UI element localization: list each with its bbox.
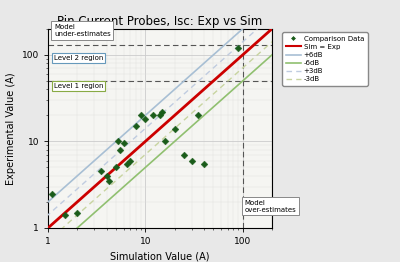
Point [162, 139, 168, 144]
Point [235, 46, 242, 50]
Point [133, 124, 139, 128]
Point [172, 127, 178, 131]
Text: Level 1 region: Level 1 region [54, 83, 104, 89]
Point [74, 211, 80, 215]
Text: Level 2 region: Level 2 region [54, 55, 103, 61]
Text: Model
over-estimates: Model over-estimates [245, 200, 296, 213]
Point [195, 113, 202, 117]
Point [156, 113, 163, 117]
Point [117, 148, 123, 152]
Point [62, 213, 68, 217]
Text: Model
under-estimates: Model under-estimates [54, 24, 111, 37]
Point [106, 179, 112, 183]
Title: Pin Current Probes, Isc: Exp vs Sim: Pin Current Probes, Isc: Exp vs Sim [57, 15, 263, 28]
Point [127, 159, 134, 163]
Point [159, 110, 166, 114]
Point [142, 117, 148, 121]
X-axis label: Simulation Value (A): Simulation Value (A) [110, 252, 210, 261]
Point [113, 165, 119, 170]
Point [181, 153, 187, 157]
Legend: Comparison Data, Sim = Exp, +6dB, -6dB, +3dB, -3dB: Comparison Data, Sim = Exp, +6dB, -6dB, … [282, 32, 368, 86]
Point [49, 192, 55, 196]
Point [138, 113, 144, 117]
Point [104, 174, 110, 178]
Point [150, 113, 156, 117]
Point [188, 159, 195, 163]
Point [98, 169, 104, 173]
Point [124, 162, 130, 166]
Point [114, 139, 121, 144]
Point [120, 141, 127, 145]
Y-axis label: Experimental Value (A): Experimental Value (A) [6, 72, 16, 185]
Point [201, 162, 207, 166]
